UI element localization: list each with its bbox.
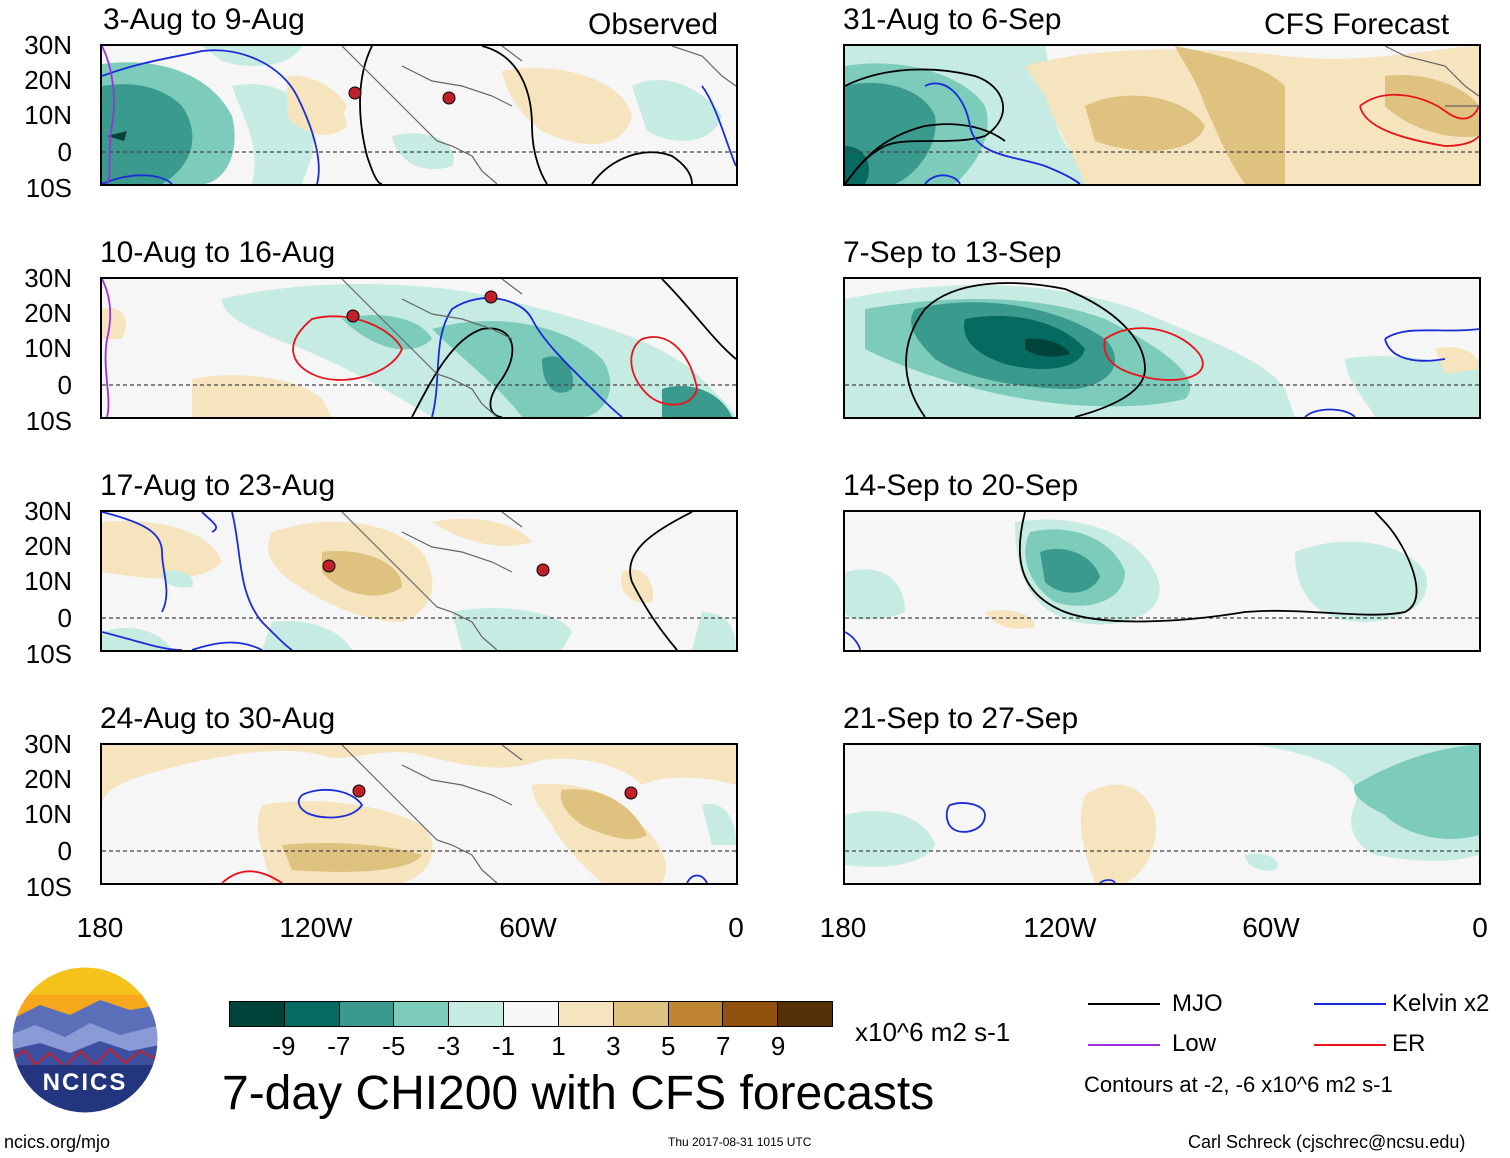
panel-title-obs-4: 24-Aug to 30-Aug bbox=[100, 702, 336, 735]
colorbar-tick-label: -5 bbox=[382, 1031, 406, 1061]
colorbar-tick-label: 7 bbox=[715, 1031, 731, 1061]
panel-title-fcst-4: 21-Sep to 27-Sep bbox=[843, 702, 1079, 735]
colorbar-cell bbox=[284, 1002, 340, 1026]
lat-label: 0 bbox=[57, 370, 72, 400]
lat-label: 20N bbox=[24, 764, 72, 794]
colorbar-tick-label: -3 bbox=[437, 1031, 461, 1061]
lat-label: 10S bbox=[25, 639, 72, 669]
lon-label: 120W bbox=[279, 912, 353, 943]
lat-label: 20N bbox=[24, 298, 72, 328]
colorbar-cell bbox=[449, 1002, 505, 1026]
legend-swatch-mjo bbox=[1088, 1003, 1160, 1005]
map-obs-4 bbox=[100, 743, 738, 885]
panel-title-obs-1: 3-Aug to 9-Aug bbox=[103, 3, 305, 36]
lon-label: 180 bbox=[819, 912, 867, 943]
colorbar-tick-label: 9 bbox=[770, 1031, 786, 1061]
legend-swatch-er bbox=[1314, 1044, 1386, 1046]
colorbar-tick-label: -9 bbox=[272, 1031, 296, 1061]
legend: MJO Kelvin x2 Low ER Contours at -2, -6 … bbox=[1084, 990, 1506, 1112]
ncics-logo: NCICS bbox=[10, 965, 160, 1115]
observed-label: Observed bbox=[588, 8, 719, 41]
legend-label-er: ER bbox=[1392, 1030, 1426, 1057]
colorbar-cell bbox=[558, 1002, 614, 1026]
lat-label: 10S bbox=[25, 872, 72, 902]
lon-label: 0 bbox=[1472, 912, 1488, 943]
map-obs-1 bbox=[100, 44, 738, 186]
lon-label: 60W bbox=[1242, 912, 1300, 943]
colorbar-cell bbox=[504, 1002, 559, 1026]
colorbar-cell bbox=[339, 1002, 395, 1026]
logo-text: NCICS bbox=[42, 1069, 128, 1096]
colorbar-cell bbox=[778, 1002, 832, 1026]
lat-label: 10S bbox=[25, 173, 72, 203]
colorbar-tick-label: 1 bbox=[551, 1031, 566, 1061]
lat-label: 0 bbox=[57, 137, 72, 167]
lon-label: 0 bbox=[728, 912, 744, 943]
legend-label-low: Low bbox=[1172, 1030, 1217, 1057]
footer-author: Carl Schreck (cjschrec@ncsu.edu) bbox=[1188, 1132, 1466, 1152]
colorbar-cell bbox=[230, 1002, 285, 1026]
lat-label: 10N bbox=[24, 100, 72, 130]
lat-label: 30N bbox=[24, 496, 72, 526]
legend-label-kelvin: Kelvin x2 bbox=[1392, 990, 1490, 1017]
lat-label: 20N bbox=[24, 531, 72, 561]
colorbar-tick-label: -7 bbox=[327, 1031, 351, 1061]
lat-label: 0 bbox=[57, 603, 72, 633]
lat-label: 30N bbox=[24, 263, 72, 293]
legend-label-mjo: MJO bbox=[1172, 990, 1223, 1017]
colorbar-tick-label: 3 bbox=[606, 1031, 621, 1061]
colorbar-cell bbox=[394, 1002, 450, 1026]
panel-title-fcst-2: 7-Sep to 13-Sep bbox=[843, 236, 1062, 269]
legend-swatch-kelvin bbox=[1314, 1003, 1386, 1005]
colorbar-labels: -9 -7 -5 -3 -1 1 3 5 7 9 bbox=[265, 1033, 825, 1059]
panel-title-fcst-1: 31-Aug to 6-Sep bbox=[843, 3, 1062, 36]
map-fcst-2 bbox=[843, 277, 1481, 419]
lat-label: 10N bbox=[24, 333, 72, 363]
colorbar-tick-label: -1 bbox=[491, 1031, 516, 1061]
lat-label: 10N bbox=[24, 799, 72, 829]
colorbar-cell bbox=[613, 1002, 669, 1026]
panel-title-obs-2: 10-Aug to 16-Aug bbox=[100, 236, 336, 269]
colorbar-units: x10^6 m2 s-1 bbox=[855, 1017, 1011, 1047]
lon-label: 120W bbox=[1023, 912, 1097, 943]
colorbar bbox=[229, 1001, 833, 1027]
lat-label: 30N bbox=[24, 729, 72, 759]
colorbar-cell bbox=[668, 1002, 724, 1026]
main-title: 7-day CHI200 with CFS forecasts bbox=[222, 1067, 935, 1120]
contour-note: Contours at -2, -6 x10^6 m2 s-1 bbox=[1084, 1072, 1393, 1097]
map-obs-3 bbox=[100, 510, 738, 652]
colorbar-cell bbox=[723, 1002, 779, 1026]
map-fcst-1 bbox=[843, 44, 1481, 186]
lat-label: 10S bbox=[25, 406, 72, 436]
panel-title-obs-3: 17-Aug to 23-Aug bbox=[100, 469, 336, 502]
lat-label: 20N bbox=[24, 65, 72, 95]
map-fcst-4 bbox=[843, 743, 1481, 885]
lon-label: 180 bbox=[76, 912, 124, 943]
legend-swatch-low bbox=[1088, 1044, 1160, 1046]
lat-label: 0 bbox=[57, 836, 72, 866]
cfs-forecast-label: CFS Forecast bbox=[1264, 8, 1450, 41]
footer-timestamp: Thu 2017-08-31 1015 UTC bbox=[668, 1135, 812, 1149]
lat-label: 30N bbox=[24, 30, 72, 60]
lon-label: 60W bbox=[499, 912, 557, 943]
lat-label: 10N bbox=[24, 566, 72, 596]
map-fcst-3 bbox=[843, 510, 1481, 652]
map-obs-2 bbox=[100, 277, 738, 419]
footer-url[interactable]: ncics.org/mjo bbox=[4, 1132, 111, 1152]
panel-title-fcst-3: 14-Sep to 20-Sep bbox=[843, 469, 1079, 502]
colorbar-tick-label: 5 bbox=[661, 1031, 676, 1061]
